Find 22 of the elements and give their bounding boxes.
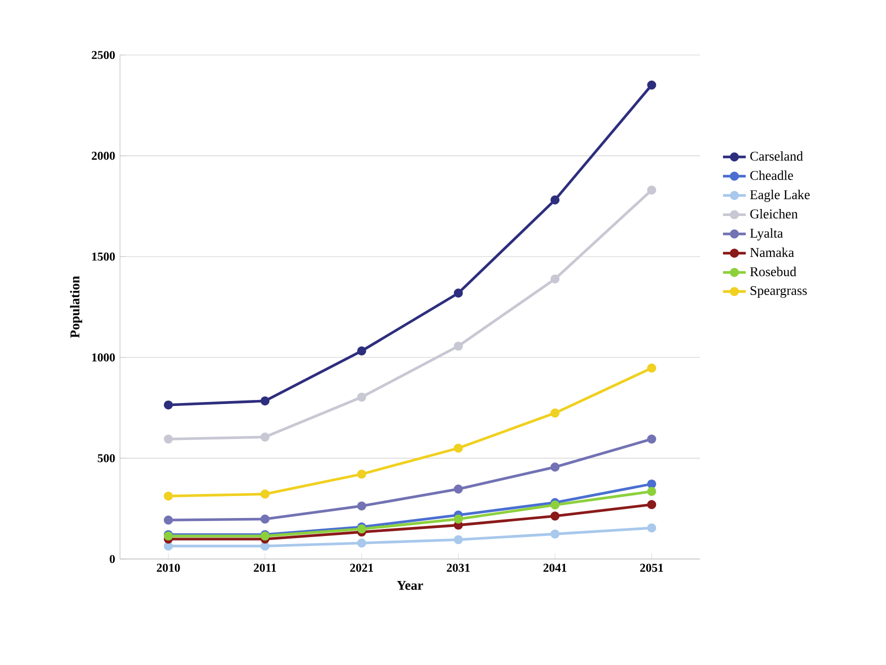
y-axis-title: Population [70, 276, 82, 338]
legend-label: Rosebud [750, 266, 796, 276]
y-tick-label: 0 [110, 554, 115, 564]
y-tick-label: 1000 [92, 353, 115, 362]
legend-label: Gleichen [750, 209, 798, 218]
legend-label: Eagle Lake [750, 190, 810, 202]
y-tick-label: 2500 [92, 50, 115, 60]
legend-label: Speargrass [750, 286, 807, 298]
y-tick-label: 1500 [92, 252, 115, 261]
y-tick-label: 2000 [92, 152, 115, 160]
x-tick-label: 2011 [254, 564, 276, 572]
legend-label: Cheadle [750, 170, 793, 180]
x-tick-label: 2041 [544, 564, 566, 572]
x-tick-label: 2021 [350, 564, 374, 572]
y-tick-label: 500 [98, 454, 115, 462]
x-tick-label: 2051 [640, 564, 664, 572]
x-tick-label: 2010 [156, 564, 180, 572]
x-tick-label: 2031 [446, 564, 470, 572]
legend-label: Carseland [750, 151, 803, 161]
legend-label: Lyalta [750, 228, 783, 240]
x-axis-title: Year [396, 580, 424, 590]
legend-label: Namaka [750, 248, 794, 257]
